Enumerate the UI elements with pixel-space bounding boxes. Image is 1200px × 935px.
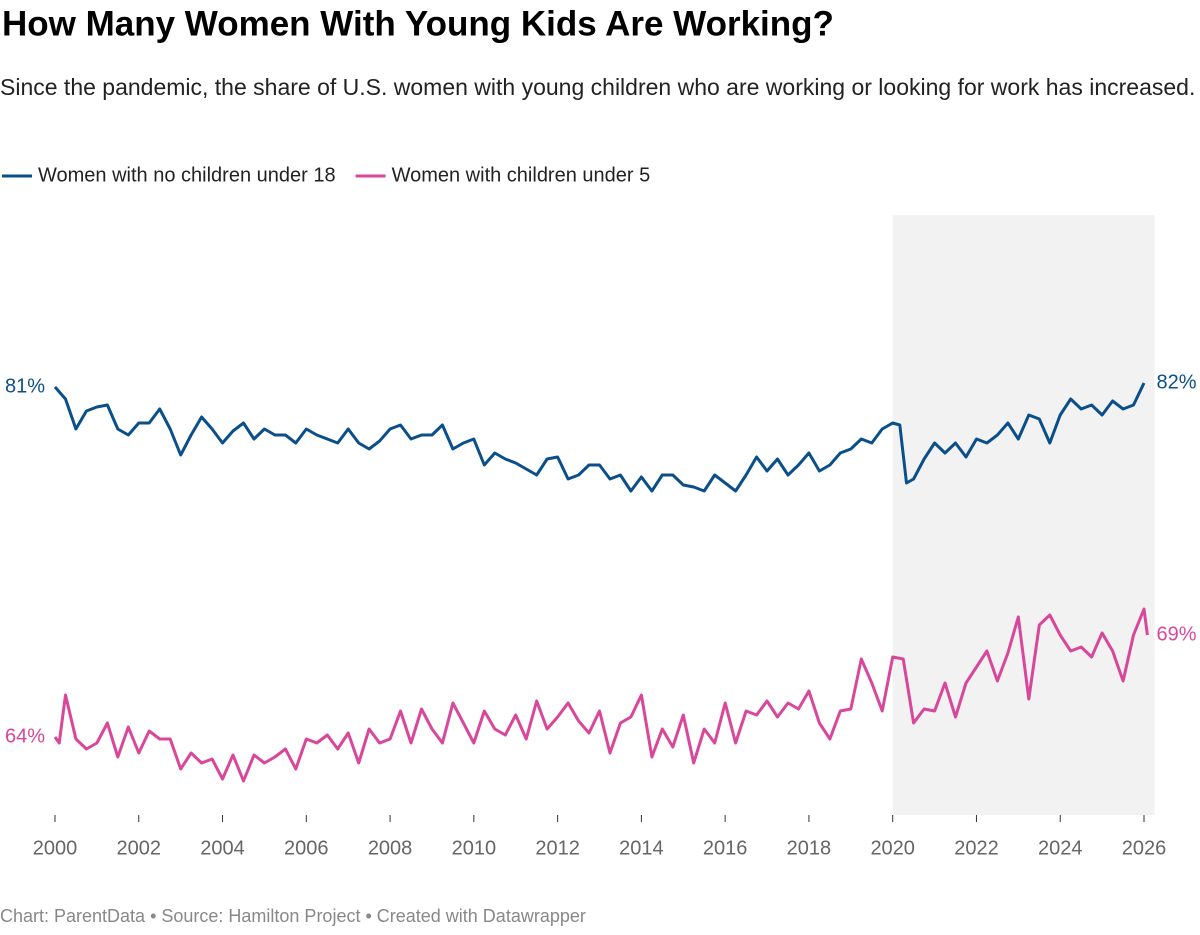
end-label: 82% [1156, 371, 1196, 393]
chart-title: How Many Women With Young Kids Are Worki… [2, 4, 834, 43]
x-tick-label: 2026 [1122, 837, 1167, 859]
chart-footer: Chart: ParentData • Source: Hamilton Pro… [0, 906, 586, 926]
x-tick-label: 2004 [200, 837, 245, 859]
legend-label: Women with no children under 18 [38, 164, 336, 186]
end-label: 69% [1156, 623, 1196, 645]
chart-subtitle: Since the pandemic, the share of U.S. wo… [0, 74, 1196, 100]
x-tick-label: 2016 [703, 837, 748, 859]
x-tick-label: 2018 [787, 837, 832, 859]
highlight-region [892, 215, 1155, 815]
legend-label: Women with children under 5 [392, 164, 651, 186]
x-tick-label: 2020 [870, 837, 915, 859]
x-tick-label: 2014 [619, 837, 664, 859]
x-tick-label: 2012 [535, 837, 580, 859]
x-tick-label: 2024 [1038, 837, 1083, 859]
x-tick-label: 2006 [284, 837, 329, 859]
x-tick-label: 2022 [954, 837, 999, 859]
x-tick-label: 2000 [33, 837, 78, 859]
x-tick-label: 2002 [117, 837, 162, 859]
start-label: 64% [5, 725, 45, 747]
x-tick-label: 2008 [368, 837, 413, 859]
legend: Women with no children under 18 Women wit… [2, 164, 650, 186]
x-tick-label: 2010 [452, 837, 497, 859]
start-label: 81% [5, 375, 45, 397]
subtitle-box: Since the pandemic, the share of U.S. wo… [0, 74, 1196, 100]
plot: 2000 2002 2004 2006 2008 2010 2012 2014 2016 2018… [5, 215, 1197, 859]
series-line [53, 382, 1146, 493]
series-line [53, 607, 1149, 783]
